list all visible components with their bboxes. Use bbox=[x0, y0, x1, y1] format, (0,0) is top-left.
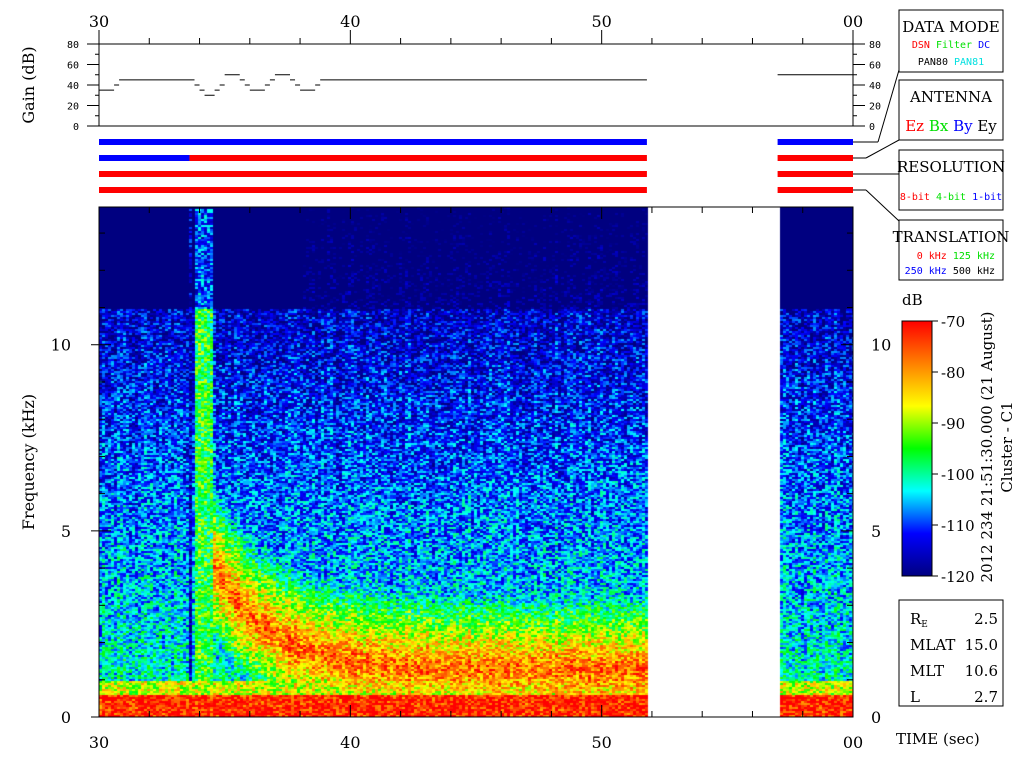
gain-tick-label-right: 20 bbox=[869, 102, 881, 113]
translation-legend-items: 250 kHz 500 kHz bbox=[905, 266, 995, 277]
antenna-legend-items: Ez Bx By Ey bbox=[905, 117, 997, 135]
frequency-tick-label-left: 5 bbox=[61, 522, 71, 541]
translation-legend-box bbox=[898, 219, 1004, 281]
translation-legend-title: TRANSLATION bbox=[893, 228, 1010, 246]
colorbar-tick-label: -90 bbox=[941, 415, 965, 433]
data-mode-legend-item: DSN bbox=[912, 40, 930, 51]
resolution-legend-title: RESOLUTION bbox=[897, 158, 1005, 176]
antenna-connector bbox=[865, 139, 900, 159]
gain-tick-label-left: 60 bbox=[67, 61, 79, 72]
mode-bar-segment bbox=[777, 155, 853, 161]
time-axis-label: TIME (sec) bbox=[896, 730, 980, 748]
bottom-time-tick-label: 00 bbox=[843, 733, 863, 752]
translation-legend-item: 0 kHz bbox=[917, 251, 947, 262]
translation-legend-item: 250 kHz bbox=[905, 266, 947, 277]
gain-tick-label-right: 60 bbox=[869, 61, 881, 72]
frequency-tick-label-right: 5 bbox=[871, 522, 881, 541]
gain-tick-label-right: 0 bbox=[869, 122, 875, 133]
gain-tick-label-left: 0 bbox=[73, 122, 79, 133]
antenna-legend-box bbox=[898, 79, 1004, 141]
data-mode-legend-item: PAN80 bbox=[918, 57, 948, 68]
orbit-info-key-subscript: E bbox=[921, 620, 928, 630]
spectrogram-frame bbox=[98, 206, 854, 718]
colorbar-tick-label: -100 bbox=[941, 466, 975, 484]
data-mode-connector bbox=[877, 69, 900, 143]
resolution-legend-item: 1-bit bbox=[966, 192, 1002, 203]
frequency-axis-label: Frequency (kHz) bbox=[19, 394, 38, 530]
frequency-tick-label-left: 0 bbox=[61, 708, 71, 727]
antenna-legend-item: Bx bbox=[924, 117, 949, 135]
bottom-time-tick-label: 30 bbox=[89, 733, 109, 752]
mode-bar-segment bbox=[777, 171, 853, 177]
data-mode-legend-title: DATA MODE bbox=[902, 18, 999, 36]
gain-tick-label-left: 20 bbox=[67, 102, 79, 113]
data-mode-legend-item: Filter bbox=[930, 40, 972, 51]
top-time-tick-label: 30 bbox=[89, 12, 109, 31]
orbit-info-key: L bbox=[910, 688, 920, 706]
gain-tick-label-right: 80 bbox=[869, 40, 881, 51]
translation-legend-items: 0 kHz 125 kHz bbox=[917, 251, 995, 262]
antenna-legend-item: By bbox=[948, 117, 973, 135]
chart-date-title: 2012 234 21:51:30.000 (21 August) bbox=[978, 312, 996, 583]
translation-legend-item: 500 kHz bbox=[947, 266, 995, 277]
frequency-tick-label-right: 0 bbox=[871, 708, 881, 727]
colorbar-tick-label: -70 bbox=[941, 313, 965, 331]
mode-bar-segment bbox=[99, 155, 190, 161]
data-mode-legend-items: PAN80 PAN81 bbox=[918, 57, 984, 68]
gain-axis-label: Gain (dB) bbox=[19, 46, 38, 123]
antenna-legend-item: Ez bbox=[905, 117, 924, 135]
spectrogram-heatmap bbox=[99, 207, 853, 717]
resolution-legend-items: 8-bit 4-bit 1-bit bbox=[900, 192, 1002, 203]
gain-tick-label-left: 80 bbox=[67, 40, 79, 51]
colorbar-tick-label: -80 bbox=[941, 364, 965, 382]
translation-connector bbox=[865, 189, 900, 222]
spacecraft-label: Cluster - C1 bbox=[998, 401, 1016, 492]
bottom-time-tick-label: 40 bbox=[340, 733, 360, 752]
mode-bar-segment bbox=[189, 155, 647, 161]
data-mode-legend-items: DSN Filter DC bbox=[912, 40, 990, 51]
mode-bar-segment bbox=[99, 139, 647, 145]
top-time-tick-label: 00 bbox=[843, 12, 863, 31]
mode-bar-segment bbox=[99, 187, 647, 193]
orbit-info-key: MLT bbox=[910, 662, 944, 680]
orbit-info-value: 2.7 bbox=[974, 688, 998, 706]
mode-bar-segment bbox=[777, 187, 853, 193]
colorbar-tick-label: -110 bbox=[941, 517, 975, 535]
data-mode-legend-item: PAN81 bbox=[948, 57, 984, 68]
mode-bar-segment bbox=[777, 139, 853, 145]
data-mode-legend-item: DC bbox=[972, 40, 990, 51]
frequency-tick-label-right: 10 bbox=[871, 336, 891, 355]
top-time-tick-label: 40 bbox=[340, 12, 360, 31]
orbit-info-box bbox=[898, 599, 1004, 707]
gain-panel-frame bbox=[98, 43, 854, 127]
resolution-legend-item: 4-bit bbox=[930, 192, 966, 203]
gain-tick-label-left: 40 bbox=[67, 81, 79, 92]
frequency-tick-label-left: 10 bbox=[51, 336, 71, 355]
bottom-time-tick-label: 50 bbox=[591, 733, 611, 752]
colorbar-tick-label: -120 bbox=[941, 568, 975, 586]
translation-legend-item: 125 kHz bbox=[947, 251, 995, 262]
data-mode-legend-box bbox=[898, 9, 1004, 73]
colorbar bbox=[901, 320, 933, 577]
resolution-legend-box bbox=[898, 149, 1004, 211]
orbit-info-value: 15.0 bbox=[965, 636, 998, 654]
top-time-tick-label: 50 bbox=[591, 12, 611, 31]
orbit-info-key: MLAT bbox=[910, 636, 955, 654]
orbit-info-value: 2.5 bbox=[974, 610, 998, 628]
mode-bar-segment bbox=[99, 171, 647, 177]
orbit-info-value: 10.6 bbox=[965, 662, 998, 680]
resolution-legend-item: 8-bit bbox=[900, 192, 930, 203]
colorbar-unit-label: dB bbox=[902, 291, 923, 309]
gain-tick-label-right: 40 bbox=[869, 81, 881, 92]
antenna-legend-item: Ey bbox=[973, 117, 998, 135]
antenna-legend-title: ANTENNA bbox=[909, 88, 992, 106]
